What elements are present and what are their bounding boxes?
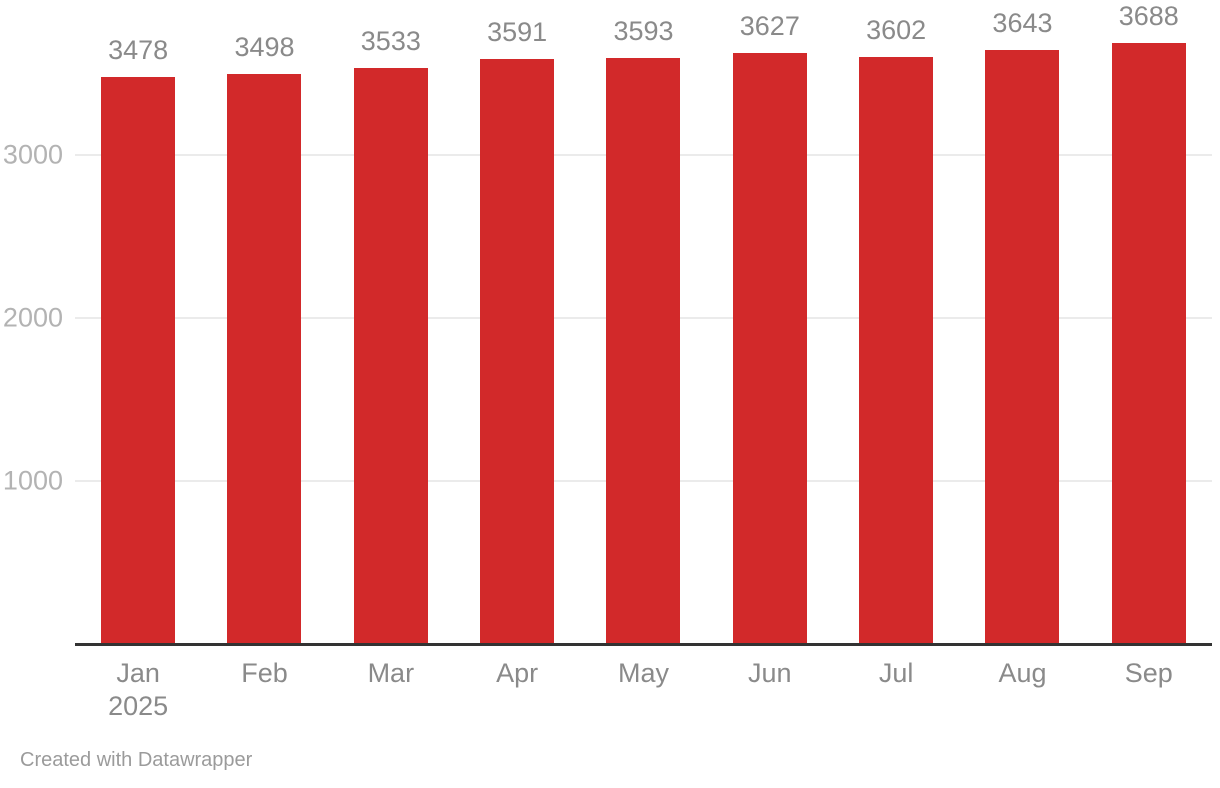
bars-container: 3478 3498 3533 3591 3593 3627 3602 3643 3688 bbox=[75, 0, 1212, 644]
bar-column: 3627 bbox=[707, 0, 833, 644]
x-axis-label: Aug bbox=[959, 657, 1085, 723]
x-axis-label: May bbox=[580, 657, 706, 723]
bar bbox=[101, 77, 176, 644]
bar-column: 3591 bbox=[454, 0, 580, 644]
bar bbox=[985, 50, 1060, 644]
x-axis-label-line: May bbox=[617, 658, 669, 688]
bar-column: 3478 bbox=[75, 0, 201, 644]
x-axis-labels: Jan 2025 Feb Mar Apr May Jun Jul Aug Sep bbox=[75, 657, 1212, 723]
bar-value-label: 3478 bbox=[108, 35, 169, 65]
y-axis-tick-label: 1000 bbox=[2, 465, 63, 496]
bar-value-label: 3627 bbox=[739, 10, 800, 41]
bar bbox=[1111, 42, 1186, 644]
bar-value-label: 3688 bbox=[1118, 0, 1179, 31]
x-axis-label-line: Feb bbox=[241, 658, 288, 688]
bar-value-label: 3602 bbox=[866, 14, 927, 45]
x-axis-label: Feb bbox=[201, 657, 327, 723]
y-axis-tick-label: 2000 bbox=[2, 302, 63, 333]
x-axis-label: Sep bbox=[1086, 657, 1212, 723]
x-axis-label: Mar bbox=[328, 657, 454, 723]
plot-area: 3478 3498 3533 3591 3593 3627 3602 3643 3688 bbox=[75, 0, 1212, 644]
x-axis-label-line: Apr bbox=[496, 658, 539, 688]
datawrapper-credit-link[interactable]: Created with Datawrapper bbox=[20, 749, 253, 771]
bar-value-label: 3593 bbox=[613, 16, 674, 47]
bar bbox=[480, 58, 555, 644]
bar bbox=[227, 73, 302, 644]
y-axis-tick-label: 3000 bbox=[2, 139, 63, 170]
x-axis-label-line: Jul bbox=[878, 658, 914, 688]
bar bbox=[732, 52, 807, 644]
bar-value-label: 3498 bbox=[234, 31, 295, 62]
bar-column: 3593 bbox=[580, 0, 706, 644]
x-axis-label: Jan 2025 bbox=[75, 657, 201, 723]
x-axis-label: Apr bbox=[454, 657, 580, 723]
bar-column: 3533 bbox=[328, 0, 454, 644]
bar-column: 3498 bbox=[201, 0, 327, 644]
x-axis-label-line: Sep bbox=[1124, 658, 1173, 688]
x-axis-label-line: Jan bbox=[116, 658, 160, 688]
x-axis-label-line: Aug bbox=[998, 658, 1047, 688]
x-axis-label-line: Jun bbox=[748, 658, 792, 688]
x-axis-label-line: Mar bbox=[367, 658, 415, 688]
bar-column: 3602 bbox=[833, 0, 959, 644]
bar-value-label: 3591 bbox=[487, 16, 548, 47]
x-axis-label: Jun bbox=[707, 657, 833, 723]
x-axis-label: Jul bbox=[833, 657, 959, 723]
bar bbox=[606, 58, 681, 644]
bar bbox=[353, 68, 428, 644]
bar-column: 3688 bbox=[1086, 0, 1212, 644]
bar-value-label: 3643 bbox=[992, 8, 1053, 39]
x-axis-label-line: 2025 bbox=[108, 691, 169, 721]
bar-column: 3643 bbox=[959, 0, 1085, 644]
bar-value-label: 3533 bbox=[360, 26, 421, 56]
bar bbox=[859, 56, 934, 644]
x-axis-line bbox=[75, 643, 1212, 646]
